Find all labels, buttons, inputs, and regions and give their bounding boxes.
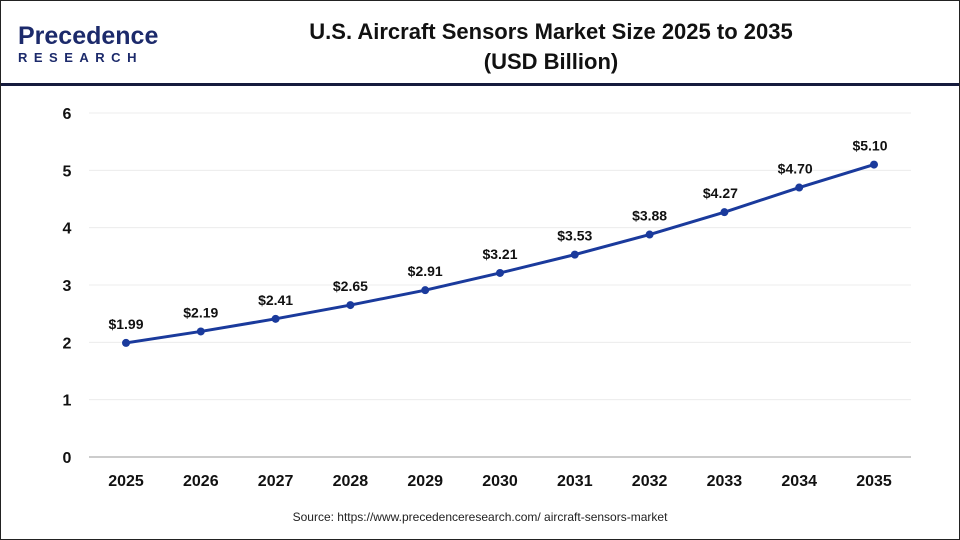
x-tick-label: 2031 bbox=[557, 473, 593, 490]
y-tick-label: 0 bbox=[63, 450, 72, 467]
x-tick-label: 2030 bbox=[482, 473, 518, 490]
y-tick-label: 2 bbox=[63, 335, 72, 352]
x-tick-label: 2033 bbox=[707, 473, 743, 490]
data-label: $5.10 bbox=[852, 138, 887, 154]
y-tick-label: 3 bbox=[63, 278, 72, 295]
data-point bbox=[122, 338, 130, 347]
data-label: $3.21 bbox=[482, 246, 517, 262]
title-line1: U.S. Aircraft Sensors Market Size 2025 t… bbox=[309, 19, 793, 44]
data-label: $2.41 bbox=[258, 292, 293, 308]
data-label: $2.19 bbox=[183, 304, 218, 320]
logo-line1: Precedence bbox=[18, 22, 159, 50]
precedence-research-logo: Precedence RESEARCH bbox=[18, 23, 158, 65]
x-tick-label: 2032 bbox=[632, 473, 668, 490]
source-note: Source: https://www.precedenceresearch.c… bbox=[292, 510, 668, 524]
y-tick-label: 6 bbox=[63, 106, 72, 123]
data-point bbox=[196, 327, 205, 336]
x-tick-label: 2035 bbox=[856, 473, 892, 490]
y-tick-label: 1 bbox=[63, 393, 72, 410]
x-tick-label: 2026 bbox=[183, 473, 219, 490]
data-point bbox=[720, 208, 729, 217]
data-point bbox=[496, 268, 504, 277]
header-rule bbox=[1, 83, 959, 86]
data-label: $3.53 bbox=[557, 228, 592, 244]
x-tick-label: 2028 bbox=[333, 473, 369, 490]
x-tick-label: 2029 bbox=[407, 473, 443, 490]
data-label: $3.88 bbox=[632, 208, 667, 224]
logo-line2: RESEARCH bbox=[18, 50, 143, 65]
data-point bbox=[795, 183, 804, 192]
data-label: $1.99 bbox=[108, 316, 143, 332]
x-tick-label: 2034 bbox=[781, 473, 817, 490]
data-label: $4.70 bbox=[778, 161, 813, 177]
data-point bbox=[271, 314, 280, 323]
title-line2: (USD Billion) bbox=[483, 49, 619, 74]
x-tick-label: 2025 bbox=[108, 473, 144, 490]
data-point bbox=[421, 286, 430, 295]
x-tick-label: 2027 bbox=[258, 473, 294, 490]
data-label: $2.91 bbox=[408, 263, 443, 279]
data-label: $4.27 bbox=[703, 185, 738, 201]
data-point bbox=[570, 250, 579, 259]
y-tick-label: 4 bbox=[63, 221, 72, 238]
y-tick-label: 5 bbox=[63, 163, 72, 180]
data-label: $2.65 bbox=[333, 278, 368, 294]
data-point bbox=[346, 301, 355, 310]
chart-title: U.S. Aircraft Sensors Market Size 2025 t… bbox=[241, 17, 861, 77]
data-point bbox=[645, 230, 654, 239]
data-point bbox=[870, 160, 878, 169]
